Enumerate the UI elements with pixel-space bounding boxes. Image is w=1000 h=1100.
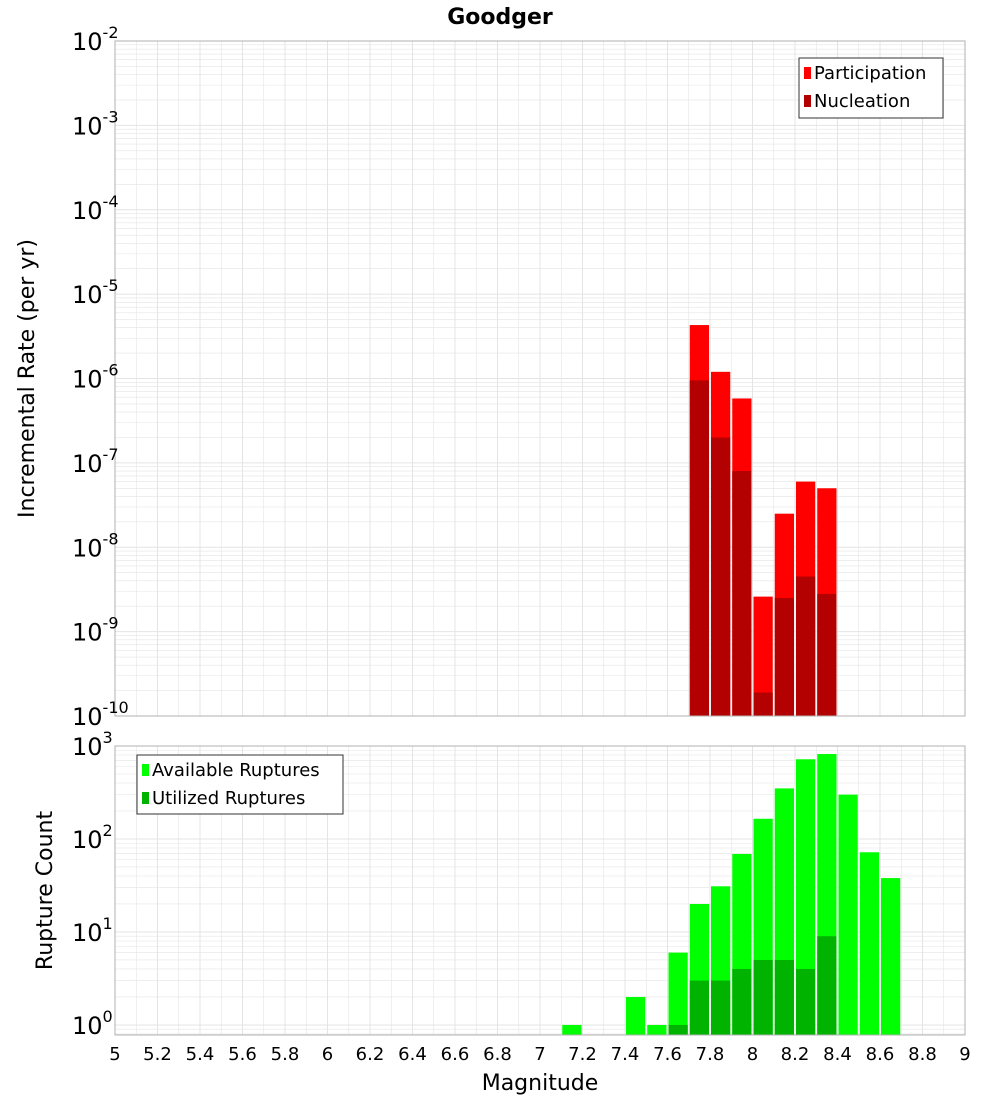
x-tick-label: 8.2	[781, 1044, 810, 1065]
series-utilized-ruptures	[668, 936, 837, 1035]
y-tick-label: 10-5	[72, 276, 119, 309]
x-tick-label: 5	[109, 1044, 120, 1065]
legend-label: Nucleation	[814, 91, 910, 112]
bar	[711, 980, 731, 1035]
y-tick-label: 101	[72, 914, 113, 947]
plot-frame	[114, 745, 966, 1036]
bar	[817, 936, 837, 1035]
legend-label: Utilized Ruptures	[152, 788, 305, 809]
x-tick-label: 6.8	[483, 1044, 512, 1065]
y-tick-label: 10-10	[72, 698, 129, 731]
x-ticks: 5 5.2 5.4 5.6 5.8 6 6.2 6.4 6.6 6.8 7 7.2 7.4 7.6 7.8 8…	[109, 1044, 970, 1065]
bar	[626, 996, 646, 1035]
y-ticks: 100 101 102 103	[72, 728, 113, 1040]
x-tick-label: 6.6	[441, 1044, 470, 1065]
y-tick-label: 10-2	[72, 23, 119, 56]
bar	[711, 437, 731, 716]
x-tick-label: 8.8	[908, 1044, 937, 1065]
x-tick-label: 8.4	[823, 1044, 852, 1065]
x-tick-label: 7.6	[653, 1044, 682, 1065]
bar	[881, 878, 901, 1035]
y-axis-label: Rupture Count	[33, 811, 58, 971]
bar	[753, 596, 773, 716]
x-tick-label: 7.2	[568, 1044, 597, 1065]
x-tick-label: 7	[534, 1044, 545, 1065]
bar	[689, 380, 709, 716]
x-tick-label: 5.6	[228, 1044, 257, 1065]
y-tick-label: 103	[72, 728, 113, 761]
y-tick-label: 10-9	[72, 614, 119, 647]
x-tick-label: 8	[747, 1044, 758, 1065]
y-tick-label: 10-6	[72, 361, 119, 394]
x-tick-label: 6.4	[398, 1044, 427, 1065]
bar	[753, 959, 773, 1035]
bar	[859, 852, 879, 1035]
bar	[732, 968, 752, 1035]
legend-box	[136, 754, 344, 815]
legend-swatch	[804, 95, 811, 107]
legend-swatch	[142, 764, 149, 776]
bar	[838, 794, 858, 1035]
legend: Participation Nucleation	[798, 57, 944, 119]
x-axis-label: Magnitude	[482, 1071, 599, 1096]
bar	[774, 959, 794, 1035]
x-tick-label: 5.8	[271, 1044, 300, 1065]
bar	[732, 471, 752, 716]
y-tick-label: 10-8	[72, 529, 119, 562]
y-tick-label: 10-4	[72, 192, 119, 225]
x-tick-label: 5.4	[186, 1044, 215, 1065]
x-tick-label: 7.8	[696, 1044, 725, 1065]
y-ticks: 10-10 10-9 10-8 10-7 10-6 10-5 10-4 10-3 10-2	[72, 23, 129, 731]
panel-2: 100 101 102 103 Rupture Count Available Ruptu…	[33, 728, 966, 1040]
bar	[647, 1024, 667, 1035]
bar	[817, 593, 837, 716]
legend-box	[798, 57, 944, 119]
bar	[796, 759, 816, 1035]
panel-1: 10-10 10-9 10-8 10-7 10-6 10-5 10-4 10-3 10-2 Inc…	[15, 23, 966, 731]
y-tick-label: 10-7	[72, 445, 119, 478]
legend-swatch	[142, 792, 149, 804]
legend-label: Participation	[814, 63, 926, 84]
series-nucleation	[689, 380, 837, 716]
x-tick-label: 8.6	[866, 1044, 895, 1065]
x-tick-label: 5.2	[143, 1044, 172, 1065]
x-tick-label: 6	[322, 1044, 333, 1065]
bar	[774, 598, 794, 716]
x-tick-label: 7.4	[611, 1044, 640, 1065]
x-tick-label: 6.2	[356, 1044, 385, 1065]
plot-frame	[114, 40, 966, 717]
y-tick-label: 10-3	[72, 107, 119, 140]
legend: Available Ruptures Utilized Ruptures	[136, 754, 344, 815]
y-tick-label: 102	[72, 821, 113, 854]
bar	[689, 980, 709, 1035]
bar	[668, 1024, 688, 1035]
bar	[796, 576, 816, 716]
bar	[668, 952, 688, 1035]
chart-title: Goodger	[447, 5, 553, 30]
y-axis-label: Incremental Rate (per yr)	[15, 239, 40, 518]
bar	[796, 968, 816, 1035]
x-tick-label: 9	[959, 1044, 970, 1065]
legend-swatch	[804, 67, 811, 79]
x-grid	[114, 746, 966, 1035]
bar	[753, 692, 773, 716]
legend-label: Available Ruptures	[152, 760, 320, 781]
bar	[562, 1024, 582, 1035]
y-tick-label: 100	[72, 1007, 113, 1040]
